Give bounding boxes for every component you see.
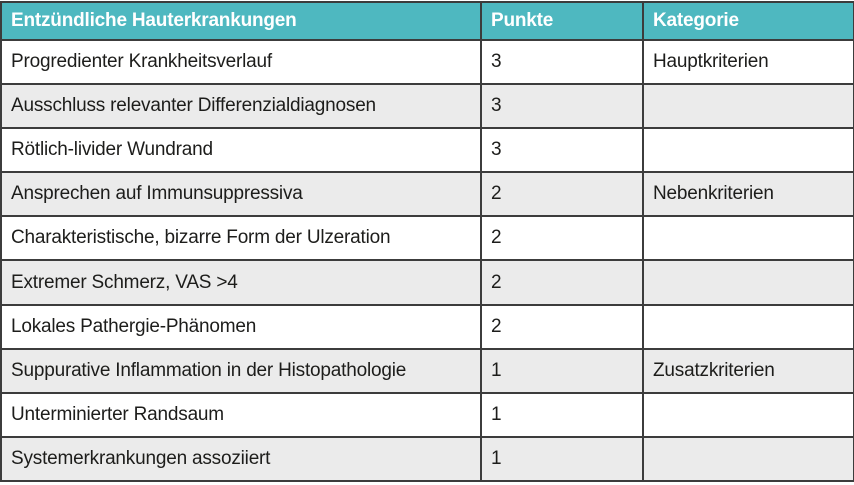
table-row: Systemerkrankungen assoziiert 1 bbox=[0, 435, 854, 483]
category-cell: Zusatzkriterien bbox=[642, 347, 854, 394]
category-cell bbox=[642, 127, 854, 174]
points-cell: 2 bbox=[480, 171, 644, 218]
table-row: Rötlich-livider Wundrand 3 bbox=[0, 127, 854, 174]
category-cell bbox=[642, 215, 854, 262]
criterion-cell: Extremer Schmerz, VAS >4 bbox=[0, 259, 482, 306]
table-row: Extremer Schmerz, VAS >4 2 bbox=[0, 259, 854, 306]
points-cell: 1 bbox=[480, 347, 644, 394]
table-row: Ausschluss relevanter Differenzialdiagno… bbox=[0, 83, 854, 130]
points-cell: 3 bbox=[480, 83, 644, 130]
category-cell bbox=[642, 391, 854, 438]
points-cell: 1 bbox=[480, 435, 644, 483]
category-cell bbox=[642, 259, 854, 306]
table-row: Ansprechen auf Immunsuppressiva 2 Nebenk… bbox=[0, 171, 854, 218]
column-header-criterion: Entzündliche Hauterkrankungen bbox=[0, 1, 482, 41]
points-cell: 2 bbox=[480, 259, 644, 306]
table-row: Lokales Pathergie-Phänomen 2 bbox=[0, 303, 854, 350]
points-cell: 3 bbox=[480, 127, 644, 174]
points-cell: 2 bbox=[480, 303, 644, 350]
points-cell: 3 bbox=[480, 38, 644, 86]
column-header-points: Punkte bbox=[480, 1, 644, 41]
category-cell: Nebenkriterien bbox=[642, 171, 854, 218]
category-cell: Hauptkriterien bbox=[642, 38, 854, 86]
column-header-category: Kategorie bbox=[642, 1, 854, 41]
table-row: Unterminierter Randsaum 1 bbox=[0, 391, 854, 438]
table-row: Charakteristische, bizarre Form der Ulze… bbox=[0, 215, 854, 262]
points-cell: 2 bbox=[480, 215, 644, 262]
category-cell bbox=[642, 303, 854, 350]
criterion-cell: Unterminierter Randsaum bbox=[0, 391, 482, 438]
criterion-cell: Rötlich-livider Wundrand bbox=[0, 127, 482, 174]
criterion-cell: Lokales Pathergie-Phänomen bbox=[0, 303, 482, 350]
category-cell bbox=[642, 435, 854, 483]
criterion-cell: Systemerkrankungen assoziiert bbox=[0, 435, 482, 483]
criterion-cell: Suppurative Inflammation in der Histopat… bbox=[0, 347, 482, 394]
criterion-cell: Progredienter Krankheitsverlauf bbox=[0, 38, 482, 86]
header-row: Entzündliche Hauterkrankungen Punkte Kat… bbox=[0, 1, 854, 41]
criterion-cell: Charakteristische, bizarre Form der Ulze… bbox=[0, 215, 482, 262]
category-cell bbox=[642, 83, 854, 130]
table-row: Progredienter Krankheitsverlauf 3 Hauptk… bbox=[0, 38, 854, 86]
points-cell: 1 bbox=[480, 391, 644, 438]
table-row: Suppurative Inflammation in der Histopat… bbox=[0, 347, 854, 394]
criterion-cell: Ansprechen auf Immunsuppressiva bbox=[0, 171, 482, 218]
criterion-cell: Ausschluss relevanter Differenzialdiagno… bbox=[0, 83, 482, 130]
